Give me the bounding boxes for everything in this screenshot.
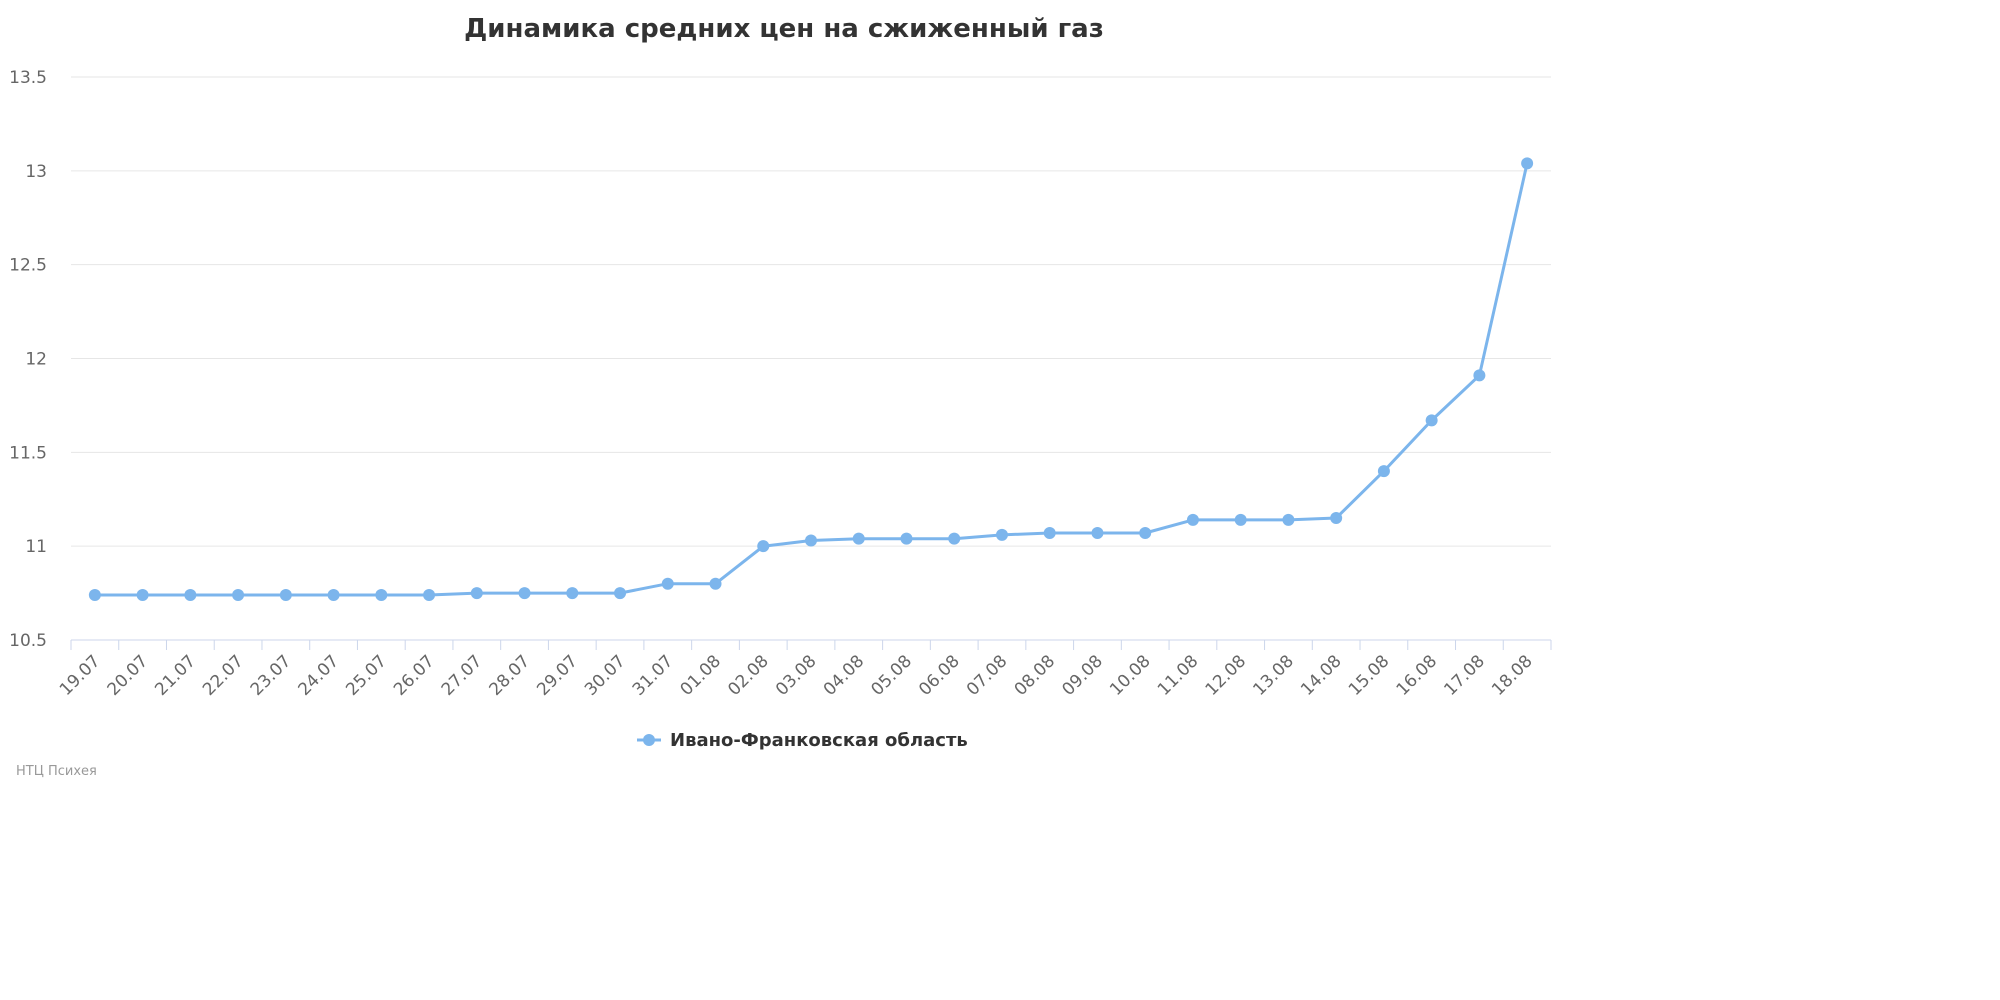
x-tick-label: 07.08 [963, 651, 1012, 700]
x-tick-label: 17.08 [1440, 651, 1489, 700]
data-point[interactable] [327, 588, 340, 601]
x-tick-label: 18.08 [1488, 651, 1537, 700]
legend-label: Ивано-Франковская область [670, 730, 968, 751]
x-tick-label: 10.08 [1106, 651, 1155, 700]
x-tick-label: 12.08 [1202, 651, 1251, 700]
series-group [88, 157, 1534, 601]
y-tick-label: 11 [25, 537, 47, 557]
y-tick-label: 13.5 [9, 68, 47, 88]
data-point[interactable] [136, 588, 149, 601]
data-point[interactable] [470, 587, 483, 600]
data-point[interactable] [1330, 512, 1343, 525]
x-tick-label: 19.07 [56, 651, 105, 700]
x-tick-label: 24.07 [295, 651, 344, 700]
data-point[interactable] [518, 587, 531, 600]
data-point[interactable] [757, 540, 770, 553]
data-point[interactable] [709, 577, 722, 590]
data-point[interactable] [1234, 513, 1247, 526]
x-tick-label: 23.07 [247, 651, 296, 700]
legend[interactable]: Ивано-Франковская область [637, 730, 968, 751]
y-tick-label: 10.5 [9, 631, 47, 651]
data-point[interactable] [423, 588, 436, 601]
data-point[interactable] [900, 532, 913, 545]
credit-text[interactable]: НТЦ Психея [16, 764, 97, 779]
x-tick-label: 26.07 [390, 651, 439, 700]
data-point[interactable] [1521, 157, 1534, 170]
x-tick-label: 05.08 [867, 651, 916, 700]
x-tick-label: 31.07 [629, 651, 678, 700]
x-tick-label: 03.08 [772, 651, 821, 700]
data-point[interactable] [1186, 513, 1199, 526]
data-point[interactable] [88, 588, 101, 601]
legend-marker [643, 734, 655, 746]
data-point[interactable] [279, 588, 292, 601]
data-point[interactable] [995, 528, 1008, 541]
line-chart: Динамика средних цен на сжиженный газ 10… [9, 14, 1552, 779]
series-line [93, 161, 1529, 597]
data-point[interactable] [805, 534, 817, 547]
x-tick-label: 27.07 [438, 651, 487, 700]
data-point[interactable] [1091, 527, 1104, 540]
data-point[interactable] [661, 577, 674, 590]
y-tick-label: 12.5 [9, 256, 47, 276]
y-axis-ticks: 10.5 11 11.5 12 12.5 13 13.5 [9, 68, 47, 651]
data-point[interactable] [232, 588, 245, 601]
x-tick-label: 30.07 [581, 651, 630, 700]
x-tick-label: 22.07 [199, 651, 248, 700]
x-tick-label: 25.07 [342, 651, 391, 700]
data-point[interactable] [375, 588, 388, 601]
x-tick-label: 14.08 [1297, 651, 1346, 700]
data-point[interactable] [1043, 527, 1056, 540]
data-point[interactable] [1473, 369, 1486, 382]
x-axis-ticks: 19.07 20.07 21.07 22.07 23.07 24.07 25.07 26.07… [56, 640, 1552, 700]
x-tick-label: 13.08 [1249, 651, 1298, 700]
data-point[interactable] [566, 587, 579, 600]
x-tick-label: 06.08 [915, 651, 964, 700]
x-tick-label: 11.08 [1154, 651, 1203, 700]
x-tick-label: 15.08 [1345, 651, 1394, 700]
x-tick-label: 16.08 [1393, 651, 1442, 700]
x-tick-label: 02.08 [724, 651, 773, 700]
data-point[interactable] [1377, 465, 1390, 478]
x-tick-label: 21.07 [151, 651, 200, 700]
x-tick-label: 20.07 [104, 651, 153, 700]
x-tick-label: 09.08 [1058, 651, 1107, 700]
y-tick-label: 13 [25, 162, 47, 182]
data-point[interactable] [184, 588, 197, 601]
x-tick-label: 01.08 [676, 651, 725, 700]
data-point[interactable] [614, 587, 627, 600]
data-point[interactable] [1139, 527, 1152, 540]
data-point[interactable] [1425, 414, 1438, 427]
x-tick-label: 28.07 [486, 651, 535, 700]
x-tick-label: 29.07 [533, 651, 582, 700]
x-tick-label: 08.08 [1011, 651, 1060, 700]
y-tick-label: 12 [25, 350, 47, 370]
grid-lines [71, 76, 1551, 547]
y-tick-label: 11.5 [9, 443, 47, 463]
data-point[interactable] [1282, 513, 1295, 526]
data-point[interactable] [948, 532, 961, 545]
data-point[interactable] [852, 532, 865, 545]
x-tick-label: 04.08 [820, 651, 869, 700]
chart-title: Динамика средних цен на сжиженный газ [464, 14, 1104, 44]
